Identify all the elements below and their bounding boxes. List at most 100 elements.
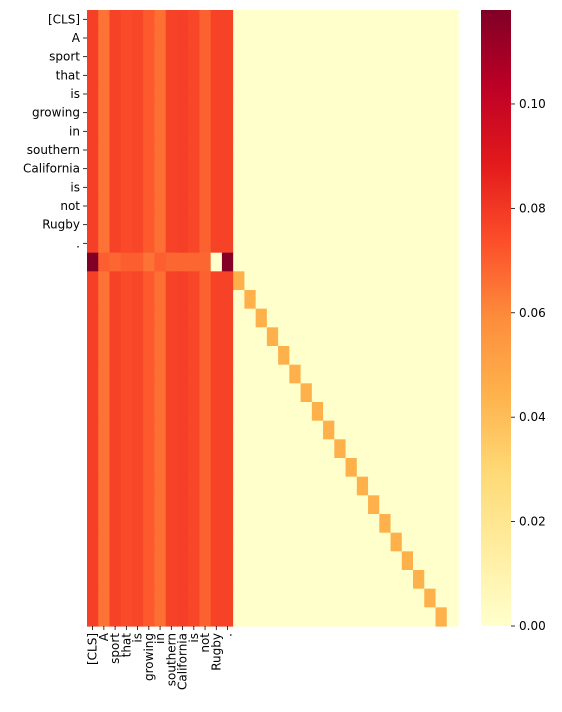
heatmap-cell: [390, 551, 403, 571]
heatmap-cell: [131, 122, 144, 142]
heatmap-cell: [131, 47, 144, 67]
heatmap-cell: [446, 290, 459, 310]
heatmap-cell: [233, 588, 245, 608]
heatmap-cell: [266, 28, 279, 48]
heatmap-cell: [131, 327, 144, 347]
heatmap-cell: [120, 570, 133, 590]
heatmap-cell: [165, 178, 178, 198]
heatmap-cell: [154, 308, 167, 328]
heatmap-cell: [131, 196, 144, 216]
heatmap-cell: [98, 458, 111, 478]
heatmap-cell: [401, 178, 414, 198]
heatmap-cell: [390, 476, 403, 496]
heatmap-cell: [199, 290, 212, 310]
heatmap-cell: [255, 588, 268, 608]
heatmap-cell: [233, 10, 245, 30]
heatmap-cell: [255, 476, 268, 496]
heatmap-cell: [356, 178, 369, 198]
heatmap-cell: [435, 290, 448, 310]
heatmap-cell: [345, 47, 358, 67]
heatmap-cell: [221, 159, 234, 179]
heatmap-cell: [446, 327, 459, 347]
heatmap-cell: [390, 607, 403, 627]
heatmap-cell: [323, 514, 335, 534]
heatmap-cell: [390, 290, 403, 310]
heatmap-cell: [176, 66, 189, 86]
heatmap-cell: [435, 458, 448, 478]
heatmap-cell: [446, 402, 459, 422]
heatmap-cell: [143, 122, 156, 142]
heatmap-cell: [368, 346, 380, 366]
heatmap-cell: [244, 364, 257, 384]
heatmap-cell: [311, 327, 324, 347]
heatmap-cell: [255, 47, 268, 67]
heatmap-cell: [188, 420, 201, 440]
colorbar-tick-label: 0.06: [519, 306, 546, 320]
heatmap-cell: [87, 346, 99, 366]
heatmap-cell: [255, 234, 268, 254]
row-tick-label: sport: [49, 50, 80, 64]
heatmap-cell: [255, 159, 268, 179]
heatmap-cell: [424, 178, 437, 198]
heatmap-cell: [435, 346, 448, 366]
heatmap-cell: [244, 159, 257, 179]
heatmap-cell: [300, 364, 313, 384]
heatmap-cell: [221, 178, 234, 198]
heatmap-cell: [289, 476, 302, 496]
heatmap-cell: [278, 570, 290, 590]
heatmap-cell: [210, 383, 223, 403]
heatmap-cell: [289, 570, 302, 590]
heatmap-cell: [334, 476, 347, 496]
heatmap-cell: [446, 140, 459, 160]
row-tick-label: in: [69, 124, 80, 138]
heatmap-cell: [233, 252, 245, 272]
heatmap-cell: [435, 140, 448, 160]
heatmap-cell: [289, 271, 302, 291]
heatmap-cell: [176, 476, 189, 496]
heatmap-cell: [233, 346, 245, 366]
heatmap-cell: [390, 28, 403, 48]
heatmap-cell: [401, 458, 414, 478]
heatmap-cell: [154, 10, 167, 30]
heatmap-cell: [255, 290, 268, 310]
heatmap-cell: [210, 252, 223, 272]
heatmap-cell: [311, 290, 324, 310]
heatmap-cell: [266, 196, 279, 216]
heatmap-cell: [435, 10, 448, 30]
heatmap-cell: [109, 252, 122, 272]
heatmap-cell: [143, 495, 156, 515]
heatmap-cell: [154, 327, 167, 347]
heatmap-cell: [379, 532, 392, 552]
heatmap-cell: [255, 495, 268, 515]
heatmap-cell: [233, 551, 245, 571]
heatmap-cell: [143, 28, 156, 48]
heatmap-cell: [345, 439, 358, 459]
heatmap-cell: [154, 514, 167, 534]
heatmap-cell: [356, 402, 369, 422]
heatmap-cell: [413, 364, 425, 384]
heatmap-cell: [368, 178, 380, 198]
heatmap-cell: [244, 84, 257, 104]
heatmap-cell: [176, 140, 189, 160]
heatmap-cell: [413, 103, 425, 123]
heatmap-cell: [176, 588, 189, 608]
heatmap-cell: [289, 196, 302, 216]
heatmap-cell: [165, 532, 178, 552]
heatmap-cell: [109, 402, 122, 422]
heatmap-cell: [221, 588, 234, 608]
heatmap-cell: [289, 495, 302, 515]
heatmap-cell: [424, 607, 437, 627]
heatmap-cell: [255, 10, 268, 30]
heatmap-cell: [131, 551, 144, 571]
heatmap-cell: [244, 346, 257, 366]
heatmap-cell: [266, 439, 279, 459]
heatmap-cell: [210, 290, 223, 310]
heatmap-cell: [176, 122, 189, 142]
heatmap-cell: [446, 514, 459, 534]
heatmap-cell: [143, 514, 156, 534]
heatmap-cell: [255, 458, 268, 478]
heatmap-cell: [401, 532, 414, 552]
heatmap-cell: [210, 159, 223, 179]
heatmap-cell: [188, 252, 201, 272]
heatmap-cell: [165, 159, 178, 179]
